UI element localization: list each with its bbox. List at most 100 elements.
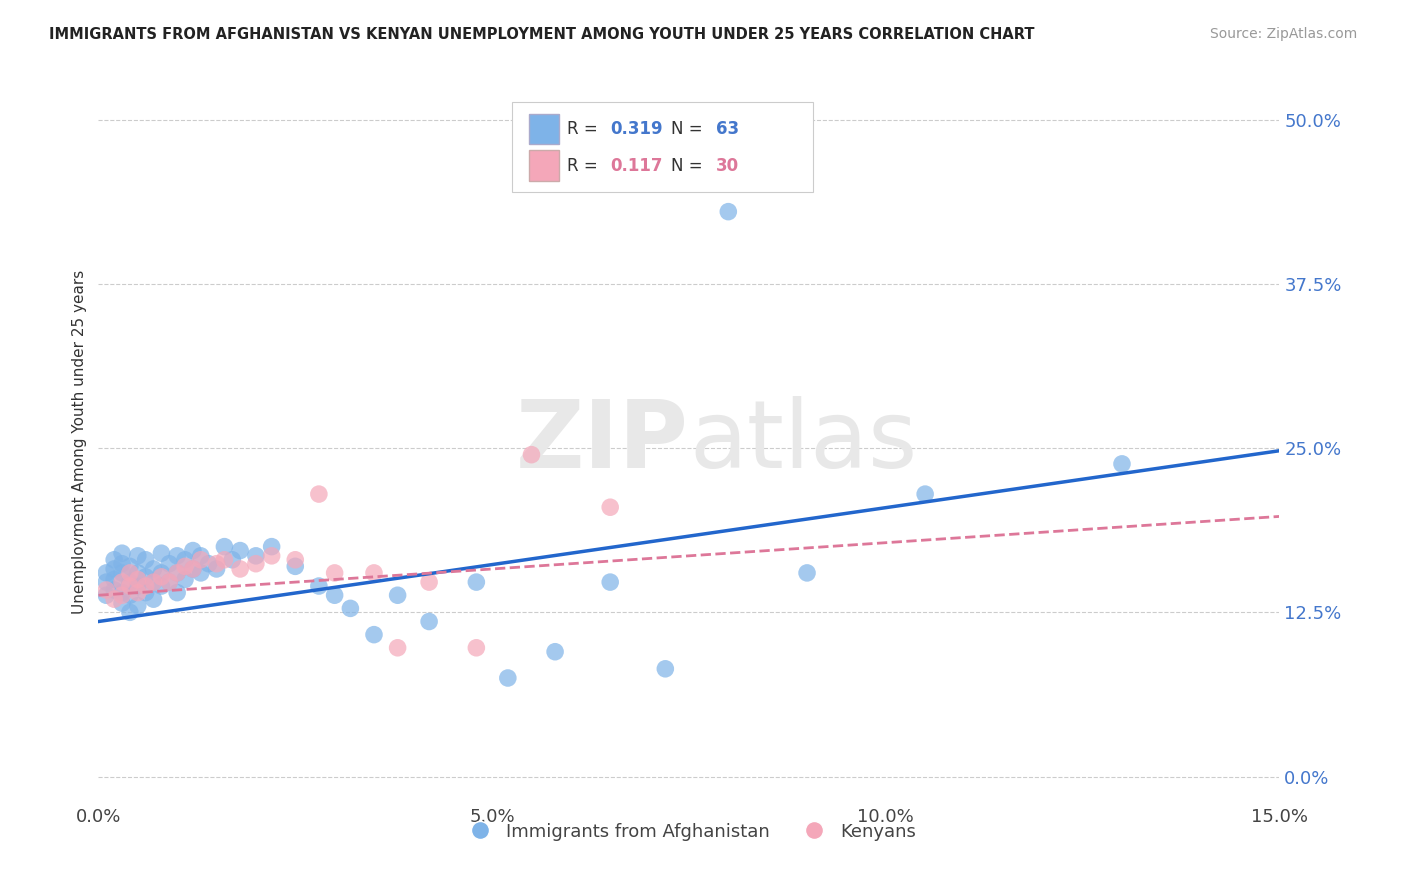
Point	[190, 553, 212, 567]
Point	[205, 562, 228, 576]
Point	[387, 588, 409, 602]
Point	[308, 579, 330, 593]
Point	[190, 566, 212, 580]
Point	[197, 557, 219, 571]
Point	[221, 553, 243, 567]
Point	[284, 553, 307, 567]
Point	[111, 546, 134, 560]
Text: R =: R =	[567, 120, 603, 137]
Point	[142, 575, 165, 590]
Point	[363, 566, 385, 580]
Point	[111, 575, 134, 590]
Point	[284, 559, 307, 574]
Point	[544, 645, 567, 659]
Point	[111, 585, 134, 599]
Point	[103, 582, 125, 597]
Point	[245, 549, 267, 563]
Point	[127, 579, 149, 593]
Point	[1111, 457, 1133, 471]
Point	[796, 566, 818, 580]
Point	[142, 562, 165, 576]
Point	[717, 204, 740, 219]
Point	[127, 585, 149, 599]
Point	[174, 559, 197, 574]
Point	[214, 553, 236, 567]
Point	[181, 562, 204, 576]
Point	[127, 549, 149, 563]
Point	[260, 549, 283, 563]
Point	[418, 575, 440, 590]
Point	[111, 588, 134, 602]
Point	[387, 640, 409, 655]
Text: ZIP: ZIP	[516, 395, 689, 488]
Point	[166, 585, 188, 599]
Point	[118, 559, 141, 574]
Point	[323, 588, 346, 602]
Point	[174, 573, 197, 587]
Point	[118, 566, 141, 580]
Point	[465, 640, 488, 655]
Point	[260, 540, 283, 554]
Point	[111, 557, 134, 571]
Point	[103, 553, 125, 567]
Point	[174, 553, 197, 567]
Point	[181, 543, 204, 558]
Point	[135, 579, 157, 593]
Point	[127, 599, 149, 613]
Point	[103, 562, 125, 576]
Point	[96, 575, 118, 590]
Bar	[530, 151, 560, 181]
Point	[229, 562, 252, 576]
Point	[599, 575, 621, 590]
Point	[150, 579, 173, 593]
Text: N =: N =	[671, 156, 709, 175]
Point	[127, 573, 149, 587]
Point	[214, 540, 236, 554]
Point	[166, 566, 188, 580]
Point	[127, 566, 149, 580]
Point	[181, 562, 204, 576]
Point	[150, 570, 173, 584]
Legend: Immigrants from Afghanistan, Kenyans: Immigrants from Afghanistan, Kenyans	[456, 815, 922, 848]
Point	[96, 588, 118, 602]
Point	[142, 592, 165, 607]
Point	[654, 662, 676, 676]
Text: IMMIGRANTS FROM AFGHANISTAN VS KENYAN UNEMPLOYMENT AMONG YOUTH UNDER 25 YEARS CO: IMMIGRANTS FROM AFGHANISTAN VS KENYAN UN…	[49, 27, 1035, 42]
Text: 63: 63	[716, 120, 740, 137]
Text: R =: R =	[567, 156, 603, 175]
Point	[150, 546, 173, 560]
Point	[599, 500, 621, 515]
Point	[103, 592, 125, 607]
Point	[103, 573, 125, 587]
Point	[418, 615, 440, 629]
Point	[157, 575, 180, 590]
Point	[135, 570, 157, 584]
Point	[135, 553, 157, 567]
Point	[914, 487, 936, 501]
Text: 0.117: 0.117	[610, 156, 662, 175]
Point	[118, 575, 141, 590]
Point	[190, 549, 212, 563]
Point	[166, 566, 188, 580]
Text: 30: 30	[716, 156, 740, 175]
Point	[111, 596, 134, 610]
Y-axis label: Unemployment Among Youth under 25 years: Unemployment Among Youth under 25 years	[72, 269, 87, 614]
Text: Source: ZipAtlas.com: Source: ZipAtlas.com	[1209, 27, 1357, 41]
Point	[166, 549, 188, 563]
Point	[157, 575, 180, 590]
Text: 0.319: 0.319	[610, 120, 662, 137]
Point	[118, 579, 141, 593]
Text: N =: N =	[671, 120, 709, 137]
Text: atlas: atlas	[689, 395, 917, 488]
Point	[245, 557, 267, 571]
Point	[135, 585, 157, 599]
Point	[142, 575, 165, 590]
Point	[465, 575, 488, 590]
Point	[157, 557, 180, 571]
Bar	[530, 113, 560, 144]
Point	[363, 627, 385, 641]
Point	[339, 601, 361, 615]
Point	[111, 566, 134, 580]
Point	[308, 487, 330, 501]
Point	[496, 671, 519, 685]
